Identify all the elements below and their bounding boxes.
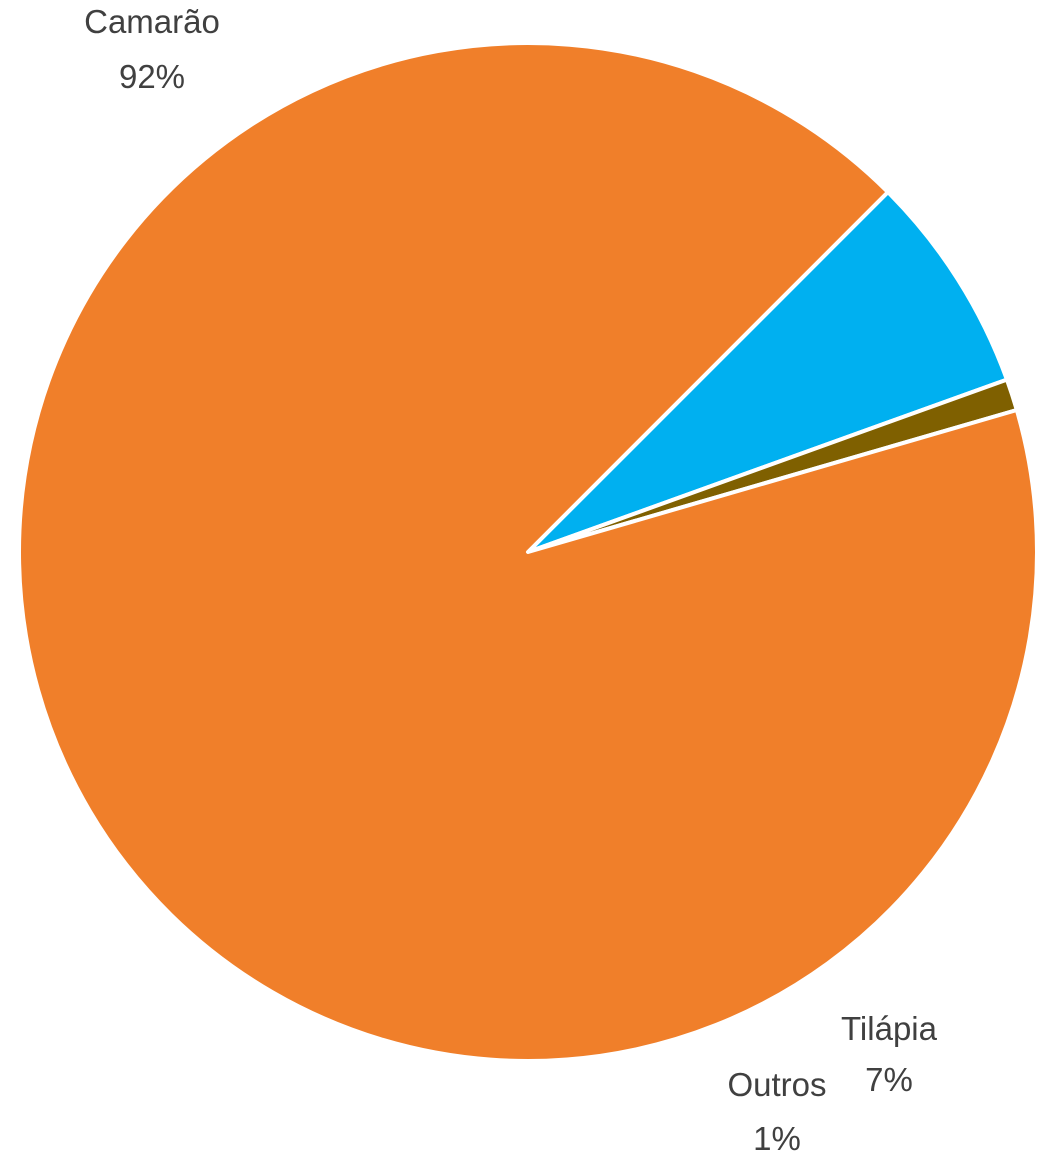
data-label-outros-name: Outros xyxy=(727,1066,826,1103)
pie-slices xyxy=(17,41,1038,1063)
pie-slice-tilapia xyxy=(526,190,1009,554)
data-label-tilapia-name: Tilápia xyxy=(841,1010,938,1047)
data-label-tilapia: Tilápia 7% xyxy=(841,1010,938,1098)
data-label-tilapia-percent: 7% xyxy=(865,1061,913,1098)
pie-slice-camarao xyxy=(17,41,1038,1063)
data-label-camarao-percent: 92% xyxy=(119,58,185,95)
data-label-outros-percent: 1% xyxy=(753,1120,801,1154)
data-label-outros: Outros 1% xyxy=(727,1066,826,1154)
data-label-camarao-name: Camarão xyxy=(84,3,220,40)
data-label-camarao: Camarão 92% xyxy=(84,3,220,95)
